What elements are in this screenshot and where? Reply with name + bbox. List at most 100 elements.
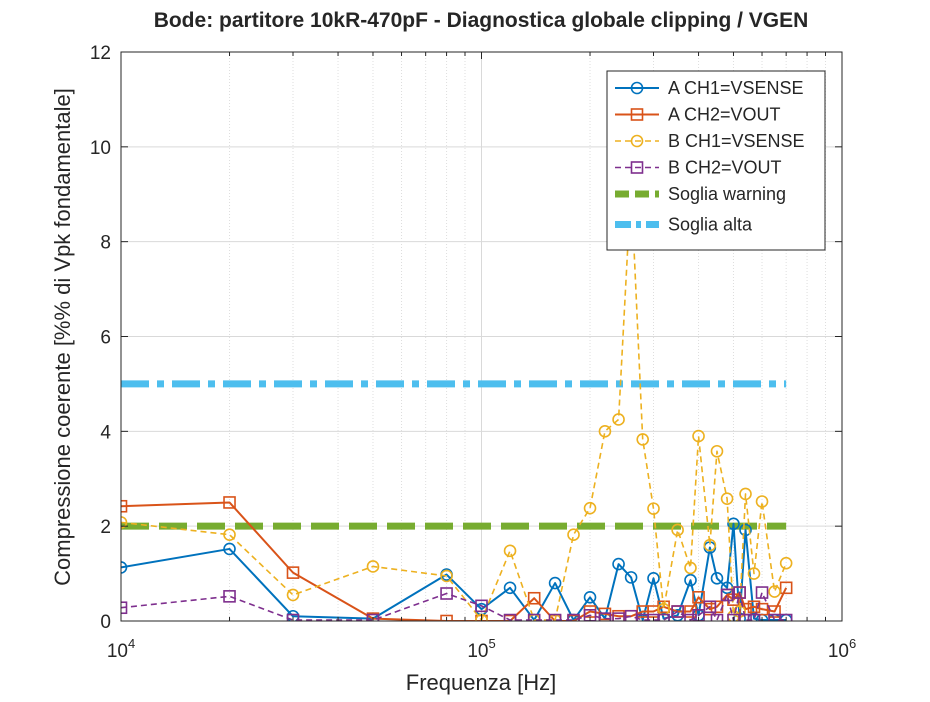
data-point-square [567,613,580,621]
legend-box [606,70,826,251]
y-tick-label: 10 [90,138,111,159]
data-point-circle [598,425,612,438]
data-series [121,178,793,621]
legend-label: A CH2=VOUT [668,105,781,125]
data-point-circle [710,572,724,585]
legend-swatch-marker [630,161,644,174]
data-point-circle [636,433,650,446]
data-point-square [440,587,453,600]
data-point-square [612,612,625,621]
data-point-square [768,605,781,618]
legend-swatch-marker [630,108,644,121]
data-point-circle [739,523,752,537]
data-point-square [657,613,670,621]
legend-label: Soglia warning [668,184,786,204]
data-point-square [121,601,128,615]
data-point-circle [671,523,684,537]
data-point-square [692,590,705,604]
data-point-square [598,612,612,621]
data-point-square [503,614,517,621]
data-point-circle [727,517,740,531]
legend-label: B CH1=VSENSE [668,131,805,151]
x-axis-label: Frequenza [Hz] [406,670,556,695]
data-point-circle [692,429,705,443]
data-point-circle [647,502,660,515]
legend-label: B CH2=VOUT [668,158,782,178]
data-point-circle [647,572,660,585]
data-point-circle [121,516,128,529]
data-point-circle [779,556,793,570]
data-point-square [286,613,300,621]
data-point-square [739,613,752,621]
data-point-circle [768,585,781,598]
data-point-square [527,613,541,621]
series-b-ch2-vout [121,586,793,621]
data-point-circle [583,501,597,515]
legend-swatch-marker [630,134,644,148]
data-point-square [671,605,684,618]
data-point-circle [612,557,625,571]
data-point-circle [223,528,236,542]
data-point-circle [121,561,128,574]
data-point-square [779,581,793,595]
chart-title: Bode: partitore 10kR-470pF - Diagnostica… [154,9,809,32]
data-point-square [503,613,517,621]
data-point-circle [286,588,300,602]
axis-ticks: 0 2 4 6 8 10 12 104 105 106 [90,43,856,662]
data-point-circle [583,590,597,604]
data-point-square [223,590,236,603]
data-point-circle [624,571,638,584]
x-tick-label: 105 [467,636,495,662]
y-tick-label: 12 [90,43,111,64]
data-point-square [755,586,769,599]
data-point-square [684,605,697,618]
data-point-circle [703,538,717,552]
data-point-square [703,600,717,614]
legend-label: A CH1=VSENSE [668,78,804,98]
y-tick-label: 6 [100,328,111,349]
series-line [121,183,787,621]
data-point-square [223,496,236,509]
y-tick-label: 2 [100,517,111,538]
data-point-circle [720,492,734,505]
x-tick-label: 104 [107,636,135,662]
legend-entry: A CH2=VOUT [615,105,781,125]
data-point-square [755,602,769,616]
data-point-square [527,591,541,605]
data-point-circle [747,567,761,580]
data-point-circle [503,581,517,595]
data-point-square [647,613,660,621]
data-point-circle [440,569,453,583]
data-point-square [720,588,734,602]
data-point-circle [739,487,752,501]
data-point-circle [548,576,562,590]
data-point-square [366,613,380,621]
data-point-square [121,499,128,513]
threshold-lines [121,380,787,530]
data-point-square [440,614,453,621]
data-point-square [548,613,562,621]
data-point-circle [612,413,625,426]
data-point-circle [366,560,380,573]
legend-label: Soglia alta [668,215,753,235]
data-point-square [710,613,724,621]
data-point-circle [223,542,236,556]
legend-entry: Soglia alta [615,215,753,235]
y-axis-label: Compressione coerente [%% di Vpk fondame… [50,88,75,586]
data-point-square [548,614,562,621]
data-point-circle [567,528,580,542]
data-point-square [747,613,761,621]
x-tick-label: 106 [828,636,856,662]
legend-entry: A CH1=VSENSE [615,78,804,98]
legend-swatch-marker [630,81,644,95]
data-point-square [733,586,746,599]
data-point-circle [503,544,517,558]
data-point-circle [710,444,724,458]
data-point-square [747,600,761,614]
legend: A CH1=VSENSE A CH2=VOUT B CH1=VSENSE B CH2=… [606,70,826,251]
y-tick-label: 0 [100,612,111,633]
data-point-square [727,613,740,621]
y-tick-label: 4 [100,422,111,443]
